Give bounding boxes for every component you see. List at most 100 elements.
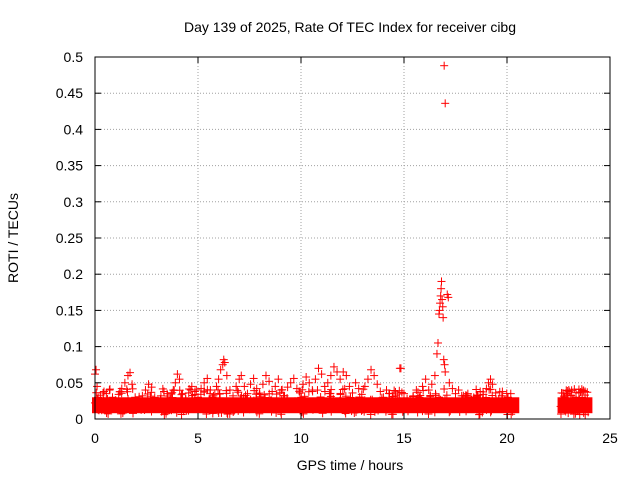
data-point xyxy=(131,402,140,411)
data-point xyxy=(375,396,384,405)
data-point xyxy=(147,388,156,397)
data-point xyxy=(427,399,436,408)
data-point xyxy=(232,382,241,391)
data-point xyxy=(363,375,372,384)
data-point xyxy=(265,377,274,386)
data-point xyxy=(134,398,143,407)
data-point xyxy=(296,398,305,407)
data-point xyxy=(414,404,423,413)
data-point xyxy=(488,391,497,400)
data-point xyxy=(351,396,360,405)
data-point xyxy=(286,378,295,387)
data-point xyxy=(214,375,223,384)
x-tick-label: 25 xyxy=(602,430,618,446)
data-point xyxy=(235,375,244,384)
data-point xyxy=(360,407,369,416)
data-point xyxy=(419,386,428,395)
data-point xyxy=(345,382,354,391)
data-point xyxy=(572,396,581,405)
data-point xyxy=(249,374,258,383)
data-point xyxy=(340,384,349,393)
data-point xyxy=(256,392,265,401)
data-point xyxy=(559,392,568,401)
data-point xyxy=(187,404,196,413)
data-point xyxy=(482,393,491,402)
data-point xyxy=(147,407,156,416)
data-point xyxy=(184,406,193,415)
x-axis-label: GPS time / hours xyxy=(297,457,404,473)
data-point xyxy=(190,390,199,399)
data-point xyxy=(567,386,576,395)
data-point xyxy=(126,368,135,377)
data-point xyxy=(327,385,336,394)
y-tick-label: 0.15 xyxy=(56,302,83,318)
data-point xyxy=(498,394,507,403)
data-point xyxy=(462,407,471,416)
data-point xyxy=(433,338,442,347)
data-point xyxy=(215,389,224,398)
data-point xyxy=(418,382,427,391)
data-point xyxy=(561,395,570,404)
data-point xyxy=(335,396,344,405)
data-point xyxy=(391,399,400,408)
data-point xyxy=(297,393,306,402)
data-point xyxy=(205,395,214,404)
data-point xyxy=(258,380,267,389)
data-point xyxy=(124,394,133,403)
data-point xyxy=(340,407,349,416)
data-point xyxy=(351,378,360,387)
data-point xyxy=(366,395,375,404)
data-point xyxy=(413,408,422,417)
data-point xyxy=(475,410,484,419)
data-point xyxy=(430,408,439,417)
data-point xyxy=(115,405,124,414)
data-point xyxy=(277,410,286,419)
data-point xyxy=(563,390,572,399)
data-point xyxy=(320,387,329,396)
data-point xyxy=(267,402,276,411)
data-point xyxy=(389,403,398,412)
data-point xyxy=(153,397,162,406)
data-point xyxy=(318,409,327,418)
data-point xyxy=(265,389,274,398)
data-point xyxy=(424,386,433,395)
data-point xyxy=(445,408,454,417)
data-point xyxy=(295,387,304,396)
data-point xyxy=(252,408,261,417)
data-point xyxy=(326,371,335,380)
data-point xyxy=(203,374,212,383)
data-point xyxy=(243,389,252,398)
data-point xyxy=(170,386,179,395)
data-point xyxy=(370,407,379,416)
data-point xyxy=(374,406,383,415)
data-point xyxy=(461,392,470,401)
x-tick-label: 15 xyxy=(396,430,412,446)
data-point xyxy=(355,393,364,402)
data-point xyxy=(115,387,124,396)
data-point xyxy=(314,364,323,373)
data-point xyxy=(425,403,434,412)
x-tick-label: 0 xyxy=(91,430,99,446)
data-point xyxy=(367,365,376,374)
data-point xyxy=(246,395,255,404)
data-point xyxy=(316,393,325,402)
data-point xyxy=(240,382,249,391)
data-point xyxy=(122,385,131,394)
data-point xyxy=(222,371,231,380)
data-point xyxy=(578,386,587,395)
data-point xyxy=(384,389,393,398)
data-point xyxy=(439,355,448,364)
data-point xyxy=(269,401,278,410)
data-point xyxy=(120,378,129,387)
data-point xyxy=(237,371,246,380)
data-point xyxy=(420,397,429,406)
data-point xyxy=(246,380,255,389)
y-tick-label: 0.45 xyxy=(56,85,83,101)
data-point xyxy=(102,398,111,407)
data-point xyxy=(212,382,221,391)
data-point xyxy=(221,399,230,408)
data-point xyxy=(467,404,476,413)
data-point xyxy=(445,378,454,387)
data-point xyxy=(333,402,342,411)
